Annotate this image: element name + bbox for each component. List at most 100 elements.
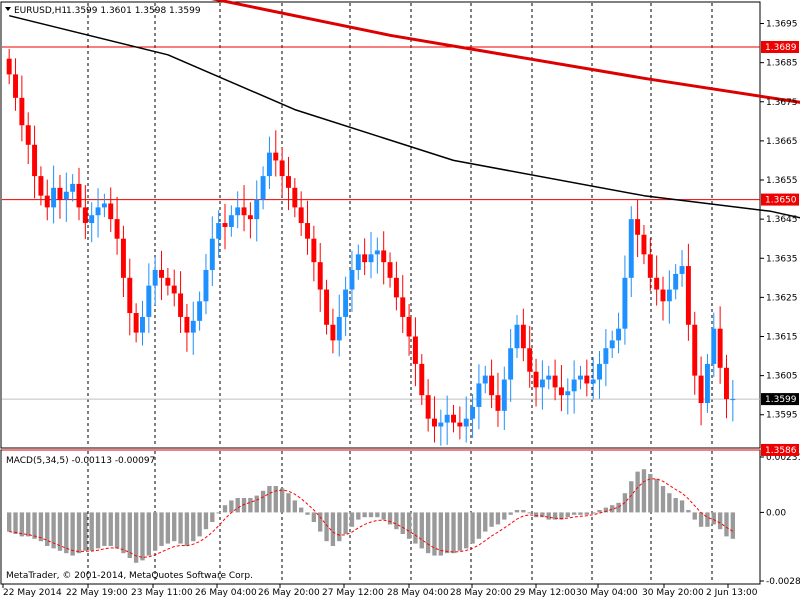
candle-bearish	[495, 395, 501, 411]
candle-bullish	[438, 422, 444, 427]
moving-averages	[9, 0, 800, 219]
candle-bearish	[19, 97, 25, 126]
macd-histogram-bar	[565, 512, 570, 518]
candle-bullish	[63, 191, 69, 200]
candle-bearish	[178, 293, 184, 317]
macd-histogram-bar	[273, 486, 278, 513]
macd-histogram-bar	[483, 512, 488, 532]
price-axis-label: 1.3645	[766, 215, 798, 225]
macd-histogram-bar	[305, 512, 310, 515]
candle-bullish	[501, 379, 507, 411]
macd-histogram-bar	[724, 512, 729, 537]
candle-bearish	[641, 234, 647, 255]
macd-histogram-bar	[197, 512, 202, 537]
candle-bullish	[666, 289, 672, 302]
candle-bullish	[70, 183, 76, 192]
macd-histogram-bar	[413, 512, 418, 544]
macd-histogram-bar	[165, 512, 171, 544]
candle-bullish	[203, 269, 209, 302]
macd-histogram-bar	[70, 512, 75, 556]
candle-bearish	[120, 238, 126, 278]
macd-axis-label: 0.00	[766, 508, 786, 518]
line-price-tag	[761, 40, 799, 53]
candle-bearish	[273, 152, 279, 161]
macd-histogram-bar	[464, 512, 469, 549]
candle-bearish	[698, 375, 704, 404]
candle-bullish	[704, 363, 710, 404]
macd-histogram-bar	[381, 512, 386, 520]
time-axis-label: 26 May 20:00	[258, 588, 320, 598]
candle-bullish	[590, 379, 596, 384]
macd-histogram-bar	[502, 512, 507, 520]
macd-histogram-bar	[552, 512, 558, 520]
time-axis-label: 28 May 20:00	[450, 588, 512, 598]
macd-histogram-bar	[451, 512, 456, 554]
macd-histogram-bar	[311, 512, 317, 522]
macd-histogram-bar	[178, 512, 183, 544]
macd-histogram-bar	[292, 500, 297, 513]
macd-histogram-bar	[153, 512, 158, 551]
macd-histogram-bar	[527, 512, 532, 514]
candle-bullish	[209, 238, 215, 270]
macd-series	[7, 469, 735, 563]
macd-histogram-bar	[584, 512, 589, 515]
candle-bearish	[165, 277, 171, 286]
candle-bearish	[108, 203, 114, 220]
candle-bearish	[647, 254, 653, 278]
macd-histogram-bar	[102, 512, 107, 546]
macd-histogram-bar	[140, 512, 145, 561]
macd-histogram-bar	[108, 512, 113, 546]
candle-bearish	[724, 367, 729, 400]
macd-histogram-bar	[425, 512, 431, 554]
candle-bullish	[260, 176, 266, 200]
candle-bearish	[660, 289, 666, 302]
macd-panel	[0, 449, 761, 585]
macd-axis: 0.00231 0.00 -0.00286	[760, 453, 800, 587]
horizontal-price-lines	[2, 46, 760, 451]
time-axis-label: 22 May 19:00	[66, 588, 128, 598]
time-axis-label: 30 May 20:00	[642, 588, 704, 598]
macd-histogram-bar	[184, 512, 190, 546]
candle-bearish	[44, 195, 50, 208]
candle-bullish	[51, 187, 57, 208]
macd-axis-label: -0.00286	[766, 577, 800, 587]
macd-histogram-bar	[267, 486, 272, 513]
price-axis-label: 1.3655	[766, 176, 798, 186]
macd-histogram-bar	[248, 498, 253, 513]
dropdown-triangle-icon[interactable]	[5, 7, 11, 11]
time-axis-label: 23 May 11:00	[131, 588, 193, 598]
candle-bullish	[616, 328, 622, 341]
candle-bearish	[489, 375, 495, 396]
candle-bearish	[184, 316, 190, 333]
macd-histogram-bar	[133, 512, 139, 563]
candle-bullish	[444, 414, 450, 423]
price-axis-label: 1.3675	[766, 98, 798, 108]
candle-bullish	[508, 348, 514, 380]
macd-histogram-bar	[591, 512, 596, 514]
macd-histogram-bar	[83, 512, 88, 551]
candle-bullish	[216, 223, 222, 239]
macd-histogram-bar	[679, 500, 685, 513]
candle-bearish	[400, 297, 406, 317]
macd-histogram-bar	[470, 512, 475, 544]
current-price-tag	[761, 393, 799, 406]
candle-bullish	[482, 375, 488, 384]
candle-bearish	[412, 336, 418, 364]
candle-bullish	[565, 391, 571, 396]
time-axis-label: 2 Jun 13:00	[706, 588, 758, 598]
macd-histogram-bar	[514, 510, 520, 513]
price-axis-label: 1.3685	[766, 59, 798, 69]
candle-bearish	[57, 187, 63, 200]
price-tag-labels: 1.3689 1.3650 1.3599 1.3586	[761, 40, 799, 456]
time-axis-label: 26 May 04:00	[195, 588, 257, 598]
macd-histogram-bar	[406, 512, 412, 539]
price-tag-label: 1.3599	[765, 395, 797, 405]
macd-histogram-bar	[375, 512, 380, 518]
candle-bearish	[25, 125, 31, 145]
candle-bearish	[406, 316, 412, 337]
candle-bearish	[692, 324, 698, 376]
macd-histogram-bar	[89, 512, 94, 551]
macd-histogram-bar	[635, 471, 640, 513]
macd-histogram-bar	[127, 512, 132, 558]
